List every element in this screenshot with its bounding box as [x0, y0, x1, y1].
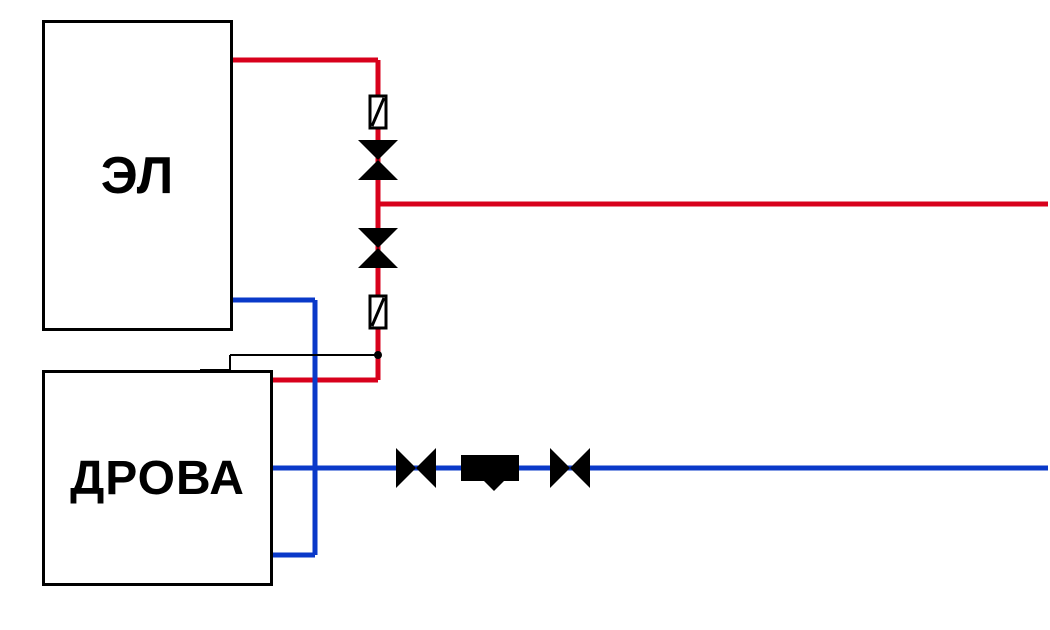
valve-v1_red_upper-top: [358, 140, 398, 160]
pump-body: [461, 455, 519, 481]
valve-v2_red_lower-top: [358, 228, 398, 248]
boiler-wood-box: ДРОВА: [42, 370, 273, 586]
valve-v1_red_upper-bot: [358, 160, 398, 180]
valve-v3_blue_left-right: [416, 448, 436, 488]
boiler-electric-box: ЭЛ: [42, 20, 233, 331]
valve-v4_blue_right-right: [570, 448, 590, 488]
valve-v4_blue_right-left: [550, 448, 570, 488]
pump-notch: [484, 481, 504, 491]
boiler-electric-label: ЭЛ: [101, 146, 175, 206]
valve-v3_blue_left-left: [396, 448, 416, 488]
valve-v2_red_lower-bot: [358, 248, 398, 268]
boiler-wood-label: ДРОВА: [70, 451, 245, 506]
